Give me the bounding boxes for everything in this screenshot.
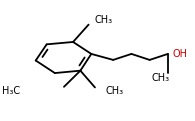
Text: H₃C: H₃C bbox=[2, 86, 20, 96]
Text: CH₃: CH₃ bbox=[95, 15, 113, 25]
Text: OH: OH bbox=[172, 49, 187, 59]
Text: CH₃: CH₃ bbox=[106, 86, 124, 96]
Text: CH₃: CH₃ bbox=[152, 73, 170, 83]
